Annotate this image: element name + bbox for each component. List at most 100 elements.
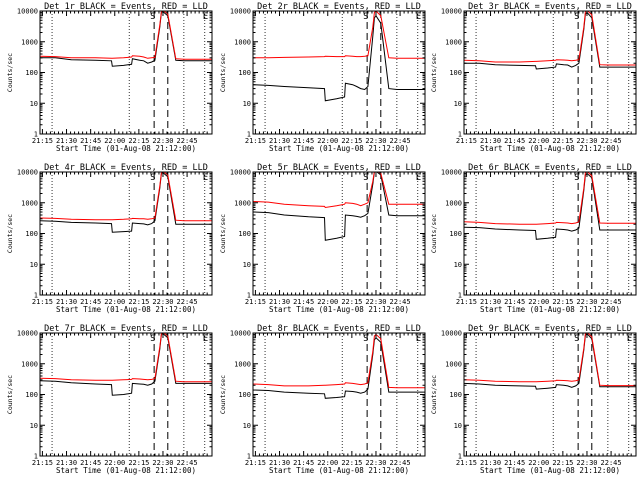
y-tick-label: 1 [458,453,462,461]
series-line-events [464,333,636,390]
x-tick-label: 21:15 [456,459,477,467]
x-tick-label: 22:15 [552,137,573,145]
y-tick-label: 100 [449,391,462,399]
y-tick-label: 1 [247,292,251,300]
series-line-events [253,337,425,399]
y-tick-label: 100 [25,391,38,399]
x-tick-label: 22:15 [341,298,362,306]
y-tick-label: 1000 [234,38,251,46]
plot-area [464,11,636,134]
x-tick-label: 22:30 [576,137,597,145]
y-tick-label: 1 [34,131,38,139]
y-tick-label: 100 [449,69,462,77]
x-tick-label: 22:00 [104,298,125,306]
plot-frame [463,171,637,296]
y-tick-label: 1000 [445,360,462,368]
chart-title: Det 4r BLACK = Events, RED = LLD [44,163,208,173]
x-tick-label: 22:15 [341,137,362,145]
start-marker: S [574,334,579,344]
y-tick-label: 100 [25,69,38,77]
x-tick-label: 22:15 [128,137,149,145]
start-marker: S [363,12,368,22]
x-tick-label: 22:45 [601,137,622,145]
chart-title: Det 1r BLACK = Events, RED = LLD [44,2,208,12]
y-tick-label: 10 [243,261,251,269]
x-tick-label: 22:00 [317,137,338,145]
x-axis-label: Start Time (01-Aug-08 21:12:00) [480,144,620,153]
start-marker: S [363,334,368,344]
x-tick-label: 21:30 [480,137,501,145]
y-tick-label: 10000 [230,169,251,177]
series-line-lld [253,172,425,209]
x-tick-label: 22:45 [390,298,411,306]
x-tick-label: 21:30 [269,137,290,145]
x-tick-label: 22:30 [152,137,173,145]
start-marker: S [150,334,155,344]
y-tick-label: 1000 [21,38,38,46]
x-axis-label: Start Time (01-Aug-08 21:12:00) [269,144,409,153]
x-tick-label: 22:30 [576,459,597,467]
x-tick-label: 22:30 [152,459,173,467]
series-line-lld [40,11,212,60]
x-tick-label: 21:45 [504,137,525,145]
y-tick-label: 10 [243,422,251,430]
y-tick-label: 1000 [445,38,462,46]
x-tick-label: 21:30 [480,298,501,306]
chart-title: Det 9r BLACK = Events, RED = LLD [468,324,632,334]
chart-title: Det 8r BLACK = Events, RED = LLD [257,324,421,334]
chart-title: Det 5r BLACK = Events, RED = LLD [257,163,421,173]
plot-area [464,172,636,295]
x-tick-label: 21:30 [56,459,77,467]
plot-area [253,11,425,134]
series-line-events [253,14,425,102]
series-line-lld [464,11,636,66]
series-line-lld [40,172,212,222]
y-tick-label: 10 [30,422,38,430]
y-tick-label: 1000 [21,199,38,207]
y-axis-label: Counts/sec [6,375,14,414]
x-axis-label: Start Time (01-Aug-08 21:12:00) [480,305,620,314]
series-line-events [253,172,425,241]
y-tick-label: 10000 [17,330,38,338]
end-marker: E [203,12,208,22]
end-marker: E [627,173,632,183]
x-tick-label: 22:00 [528,137,549,145]
plot-area [40,333,212,456]
x-tick-label: 21:15 [32,459,53,467]
y-axis-label: Counts/sec [6,214,14,253]
x-tick-label: 22:15 [128,298,149,306]
x-tick-label: 22:30 [152,298,173,306]
chart-title: Det 3r BLACK = Events, RED = LLD [468,2,632,12]
x-tick-label: 21:15 [456,137,477,145]
x-tick-label: 22:00 [528,459,549,467]
start-marker: S [150,173,155,183]
y-tick-label: 10000 [441,330,462,338]
y-tick-label: 10 [30,261,38,269]
end-marker: E [416,173,421,183]
x-tick-label: 22:15 [341,459,362,467]
x-tick-label: 22:15 [552,459,573,467]
y-tick-label: 100 [238,69,251,77]
y-tick-label: 1 [247,453,251,461]
x-tick-label: 22:00 [317,459,338,467]
y-axis-label: Counts/sec [219,214,227,253]
y-axis-label: Counts/sec [430,53,438,92]
x-tick-label: 21:15 [245,137,266,145]
x-axis-label: Start Time (01-Aug-08 21:12:00) [56,305,196,314]
x-tick-label: 21:15 [32,298,53,306]
x-tick-label: 22:45 [390,137,411,145]
x-axis-label: Start Time (01-Aug-08 21:12:00) [269,305,409,314]
y-tick-label: 10 [243,100,251,108]
series-line-events [464,11,636,70]
x-tick-label: 22:30 [365,459,386,467]
plot-area [40,172,212,295]
y-axis-label: Counts/sec [219,53,227,92]
y-axis-label: Counts/sec [6,53,14,92]
x-tick-label: 21:45 [293,459,314,467]
y-tick-label: 1 [247,131,251,139]
plot-frame [39,171,213,296]
end-marker: E [203,334,208,344]
